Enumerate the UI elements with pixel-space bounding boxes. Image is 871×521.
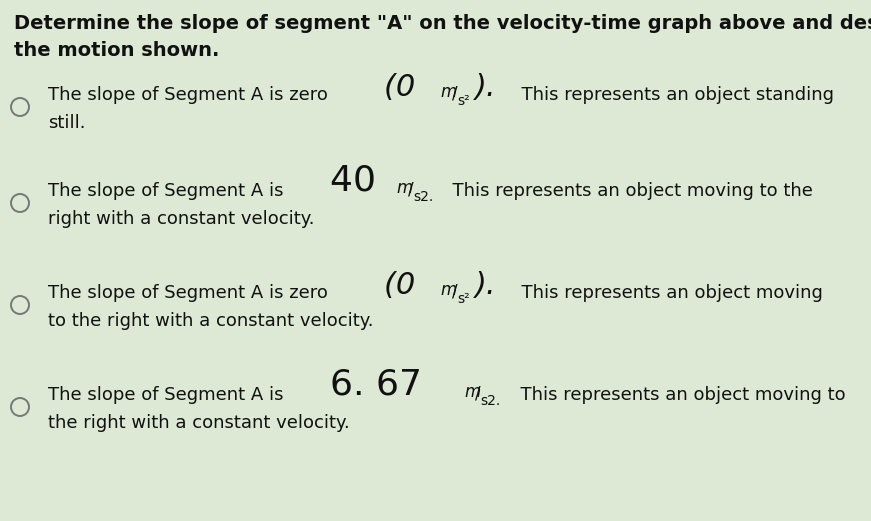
Text: Determine the slope of segment "A" on the velocity-time graph above and describe: Determine the slope of segment "A" on th…	[14, 14, 871, 60]
Text: (0: (0	[384, 73, 425, 102]
Text: This represents an object moving to the: This represents an object moving to the	[442, 182, 814, 200]
Text: This represents an object moving: This represents an object moving	[510, 284, 823, 302]
Text: This represents an object standing: This represents an object standing	[510, 86, 834, 104]
Text: /: /	[451, 85, 457, 103]
Text: m: m	[464, 383, 480, 401]
Text: right with a constant velocity.: right with a constant velocity.	[48, 210, 314, 228]
Text: /: /	[475, 385, 481, 403]
Text: the right with a constant velocity.: the right with a constant velocity.	[48, 414, 350, 432]
Text: The slope of Segment A is zero: The slope of Segment A is zero	[48, 86, 334, 104]
Text: This represents an object moving to: This represents an object moving to	[509, 386, 845, 404]
Text: to the right with a constant velocity.: to the right with a constant velocity.	[48, 312, 374, 330]
Text: /: /	[451, 283, 457, 301]
Text: /: /	[408, 181, 414, 199]
Text: 6. 67: 6. 67	[329, 368, 433, 402]
Text: s²: s²	[457, 94, 470, 108]
Text: s2.: s2.	[414, 190, 434, 204]
Text: ).: ).	[475, 73, 496, 102]
Text: The slope of Segment A is zero: The slope of Segment A is zero	[48, 284, 334, 302]
Text: m: m	[397, 179, 413, 197]
Text: s2.: s2.	[481, 394, 501, 408]
Text: The slope of Segment A is: The slope of Segment A is	[48, 182, 289, 200]
Text: still.: still.	[48, 114, 85, 132]
Text: s²: s²	[457, 292, 470, 306]
Text: 40: 40	[329, 164, 388, 197]
Text: The slope of Segment A is: The slope of Segment A is	[48, 386, 289, 404]
Text: ).: ).	[475, 271, 496, 300]
Text: m: m	[441, 83, 457, 101]
Text: (0: (0	[384, 271, 425, 300]
Text: m: m	[441, 281, 457, 299]
